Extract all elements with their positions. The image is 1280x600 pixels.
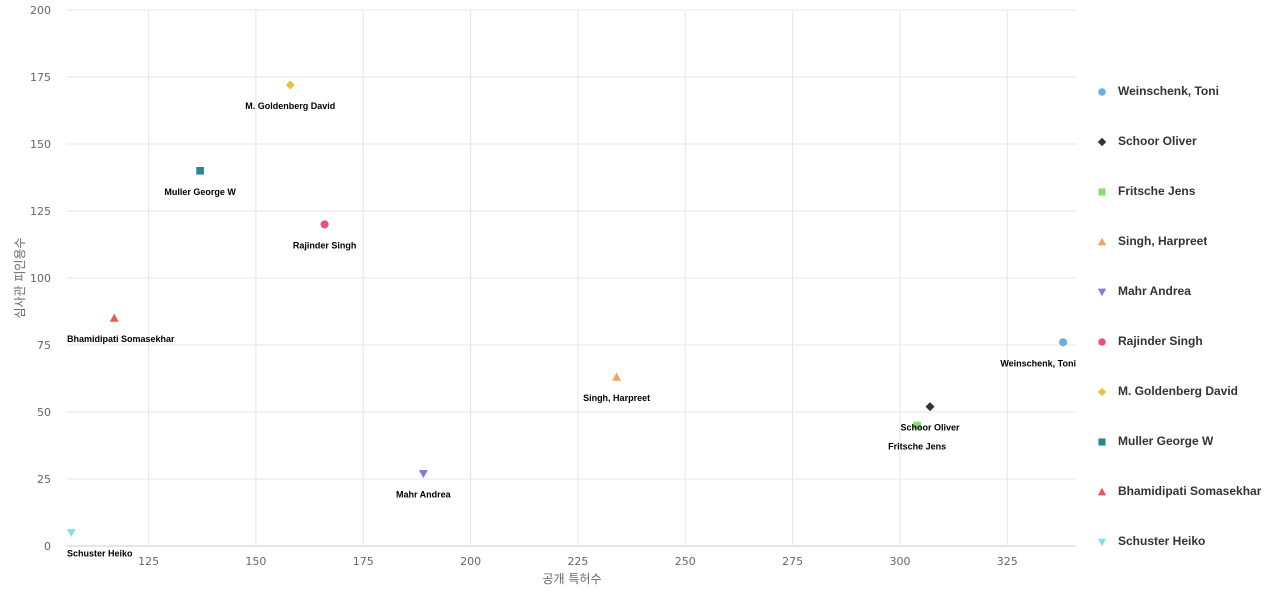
x-tick-label: 200 xyxy=(460,555,481,568)
legend-marker-shape[interactable] xyxy=(1097,387,1106,396)
x-tick-label: 125 xyxy=(138,555,159,568)
x-tick-label: 250 xyxy=(675,555,696,568)
data-point[interactable] xyxy=(285,80,295,90)
data-points xyxy=(66,80,1068,538)
x-tick-label: 300 xyxy=(889,555,910,568)
legend-label: Fritsche Jens xyxy=(1118,184,1196,198)
legend-marker-shape[interactable] xyxy=(1098,338,1106,346)
data-label: Bhamidipati Somasekhar xyxy=(67,334,175,344)
x-tick-label: 175 xyxy=(353,555,374,568)
legend-item[interactable]: Weinschenk, Toni xyxy=(1097,84,1277,134)
data-point[interactable] xyxy=(913,421,921,430)
data-label: Muller George W xyxy=(164,187,236,197)
data-point[interactable] xyxy=(196,166,204,175)
data-label: Weinschenk, Toni xyxy=(1000,358,1076,368)
y-tick-label: 75 xyxy=(37,339,51,352)
legend-item[interactable]: Mahr Andrea xyxy=(1097,284,1277,334)
x-tick-label: 275 xyxy=(782,555,803,568)
data-point[interactable] xyxy=(1059,338,1068,347)
y-tick-label: 200 xyxy=(30,4,51,17)
y-tick-label: 25 xyxy=(37,473,51,486)
legend-marker-icon xyxy=(1098,188,1106,196)
legend-item[interactable]: Schuster Heiko xyxy=(1097,534,1277,584)
x-axis: 125 150 175 200 225 250 275 300 325 xyxy=(138,555,1018,568)
legend-label: Rajinder Singh xyxy=(1118,334,1203,348)
data-point[interactable] xyxy=(612,372,622,381)
legend-marker-icon xyxy=(1097,288,1106,296)
legend-marker-icon xyxy=(1097,137,1106,146)
legend-marker-icon xyxy=(1097,538,1106,546)
y-axis-title: 심사관 피인용수 xyxy=(13,237,27,318)
legend-label: Muller George W xyxy=(1118,434,1214,448)
y-tick-label: 100 xyxy=(30,272,51,285)
legend-item[interactable]: Bhamidipati Somasekhar xyxy=(1097,484,1277,534)
y-axis: 0 25 50 75 100 125 150 175 200 xyxy=(30,4,51,553)
legend-marker-shape[interactable] xyxy=(1098,438,1106,446)
legend-marker-shape[interactable] xyxy=(1097,538,1106,546)
x-axis-title: 공개 특허수 xyxy=(542,572,601,586)
legend-item[interactable]: M. Goldenberg David xyxy=(1097,384,1277,434)
legend-marker-shape[interactable] xyxy=(1097,237,1106,246)
legend-item[interactable]: Fritsche Jens xyxy=(1097,184,1277,234)
legend-marker-icon xyxy=(1097,237,1106,246)
y-tick-label: 150 xyxy=(30,138,51,151)
data-label: Mahr Andrea xyxy=(396,490,452,500)
legend-label: Singh, Harpreet xyxy=(1118,234,1208,248)
data-point[interactable] xyxy=(320,220,329,229)
legend-marker-shape[interactable] xyxy=(1097,137,1106,146)
data-label: Schoor Oliver xyxy=(901,423,961,433)
data-point[interactable] xyxy=(925,402,935,412)
data-label: Fritsche Jens xyxy=(888,441,946,451)
legend-item[interactable]: Singh, Harpreet xyxy=(1097,234,1277,284)
legend-item[interactable]: Rajinder Singh xyxy=(1097,334,1277,384)
legend-label: Schuster Heiko xyxy=(1118,534,1206,548)
legend-marker-shape[interactable] xyxy=(1098,188,1106,196)
legend-marker-shape[interactable] xyxy=(1098,88,1106,96)
legend-item[interactable]: Schoor Oliver xyxy=(1097,134,1277,184)
legend-marker-icon xyxy=(1098,338,1106,346)
y-tick-label: 175 xyxy=(30,71,51,84)
grid xyxy=(67,9,1076,547)
data-label: M. Goldenberg David xyxy=(245,101,335,111)
x-tick-label: 325 xyxy=(997,555,1018,568)
data-label: Schuster Heiko xyxy=(67,549,133,559)
legend-marker-icon xyxy=(1097,387,1106,396)
x-tick-label: 225 xyxy=(567,555,588,568)
x-tick-label: 150 xyxy=(245,555,266,568)
data-labels: Weinschenk, Toni Schoor Oliver Fritsche Je… xyxy=(67,101,1076,559)
data-point[interactable] xyxy=(418,470,428,479)
legend-label: Schoor Oliver xyxy=(1118,134,1197,148)
data-point[interactable] xyxy=(66,529,76,538)
legend-label: Mahr Andrea xyxy=(1118,284,1191,298)
legend: Weinschenk, Toni Schoor Oliver Fritsche Je… xyxy=(1097,84,1277,584)
legend-label: Bhamidipati Somasekhar xyxy=(1118,484,1262,498)
data-label: Rajinder Singh xyxy=(293,240,357,250)
legend-marker-icon xyxy=(1098,438,1106,446)
legend-item[interactable]: Muller George W xyxy=(1097,434,1277,484)
data-point[interactable] xyxy=(109,313,119,322)
data-label: Singh, Harpreet xyxy=(583,393,650,403)
y-tick-label: 125 xyxy=(30,205,51,218)
y-tick-label: 50 xyxy=(37,406,51,419)
legend-marker-shape[interactable] xyxy=(1097,487,1106,496)
legend-marker-icon xyxy=(1098,88,1106,96)
legend-label: M. Goldenberg David xyxy=(1118,384,1239,398)
legend-label: Weinschenk, Toni xyxy=(1118,84,1219,98)
y-tick-label: 0 xyxy=(44,540,51,553)
legend-marker-icon xyxy=(1097,487,1106,496)
legend-marker-shape[interactable] xyxy=(1097,288,1106,296)
